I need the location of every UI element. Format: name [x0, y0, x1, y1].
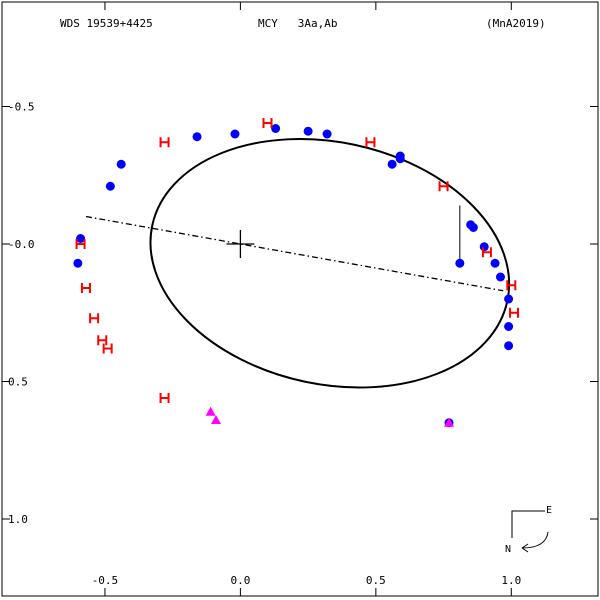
- x-tick-label: 0.0: [230, 574, 250, 587]
- y-tick-label: 0.5: [8, 376, 28, 389]
- data-point-circle: [504, 322, 514, 331]
- data-point-h-marker: [481, 247, 492, 258]
- data-point-circle: [73, 258, 83, 268]
- data-point-circle: [76, 234, 86, 243]
- compass-east-label: E: [546, 505, 552, 516]
- data-point-circle: [230, 129, 240, 139]
- data-point-h-marker: [506, 280, 517, 291]
- data-point-circle: [455, 258, 465, 268]
- data-point-circle: [105, 181, 115, 191]
- data-point-h-marker: [509, 307, 520, 318]
- data-point-circle: [490, 258, 500, 268]
- line-of-nodes: [85, 215, 504, 292]
- data-point-circle: [495, 272, 505, 282]
- x-tick-label: 1.0: [501, 574, 521, 587]
- data-point-circle: [504, 294, 514, 304]
- data-point-circle: [322, 129, 332, 139]
- header-reference: (MnA2019): [486, 17, 546, 30]
- data-point-h-marker: [159, 137, 170, 148]
- header-system-id: WDS 19539+4425: [60, 17, 153, 30]
- data-point-circle: [303, 126, 313, 136]
- compass-arrow-icon: [521, 543, 529, 553]
- y-tick-label: -0.0: [8, 238, 35, 251]
- data-point-h-marker: [262, 118, 273, 128]
- data-point-circle: [504, 341, 514, 351]
- data-point-h-marker: [102, 343, 113, 354]
- data-point-circle: [387, 159, 397, 169]
- orbit-ellipse: [149, 138, 511, 389]
- data-point-circle: [479, 242, 489, 252]
- data-point-triangle: [205, 406, 216, 416]
- compass-arc: [521, 531, 549, 549]
- x-tick-label: 0.5: [366, 574, 386, 587]
- y-tick-label: 1.0: [8, 513, 28, 526]
- data-point-h-marker: [80, 283, 91, 293]
- data-point-h-marker: [97, 335, 108, 346]
- data-point-triangle: [211, 415, 222, 424]
- compass-rose: E N: [505, 505, 552, 555]
- data-point-triangle: [444, 417, 454, 427]
- compass-north-label: N: [505, 544, 511, 555]
- data-point-h-marker: [75, 239, 86, 249]
- y-tick-label: -0.5: [8, 101, 35, 114]
- data-point-circle: [271, 124, 281, 133]
- x-tick-label: -0.5: [92, 574, 119, 587]
- data-point-h-marker: [365, 137, 376, 148]
- data-point-circle: [116, 159, 126, 169]
- data-point-h-marker: [89, 313, 100, 324]
- data-point-circle: [395, 151, 405, 161]
- data-point-circle: [192, 132, 202, 142]
- compass-axes: [511, 510, 545, 538]
- data-point-h-marker: [438, 181, 449, 192]
- data-point-circle: [468, 223, 478, 232]
- header-pair-name: MCY 3Aa,Ab: [258, 17, 337, 30]
- data-point-h-marker: [159, 393, 170, 403]
